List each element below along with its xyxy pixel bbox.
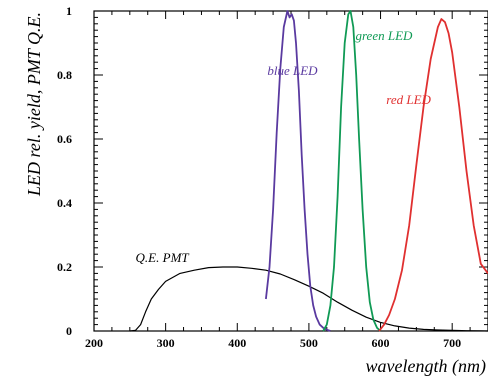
y-tick-label: 1 — [66, 4, 72, 18]
annotation-label: red LED — [386, 92, 431, 107]
x-tick-label: 300 — [157, 336, 175, 350]
series-line-2 — [322, 10, 382, 332]
x-tick-label: 400 — [228, 336, 246, 350]
y-tick-label: 0.6 — [57, 132, 72, 146]
annotation-label: blue LED — [267, 63, 318, 78]
x-tick-label: 600 — [372, 336, 390, 350]
axis-ticks: 200 300 400 500 600 700 0 0.2 0.4 0.6 0.8 1 — [57, 4, 488, 350]
annotation-label: green LED — [355, 28, 413, 43]
y-tick-label: 0.4 — [57, 196, 72, 210]
series-line-1 — [265, 10, 331, 332]
annotation-group: blue LED green LED red LED Q.E. PMT — [136, 28, 432, 265]
y-tick-label: 0 — [66, 324, 72, 338]
y-tick-label: 0.8 — [57, 68, 72, 82]
x-tick-label: 700 — [443, 336, 461, 350]
series-line-3 — [378, 18, 488, 332]
plot-frame — [93, 10, 488, 332]
y-axis-title: LED rel. yield, PMT Q.E. — [24, 12, 44, 197]
annotation-label: Q.E. PMT — [136, 250, 190, 265]
series-group — [129, 10, 488, 332]
series-line-0 — [129, 266, 488, 332]
x-tick-label: 200 — [85, 336, 103, 350]
x-tick-label: 500 — [300, 336, 318, 350]
x-axis-title: wavelength (nm) — [366, 356, 486, 377]
y-tick-label: 0.2 — [57, 260, 72, 274]
